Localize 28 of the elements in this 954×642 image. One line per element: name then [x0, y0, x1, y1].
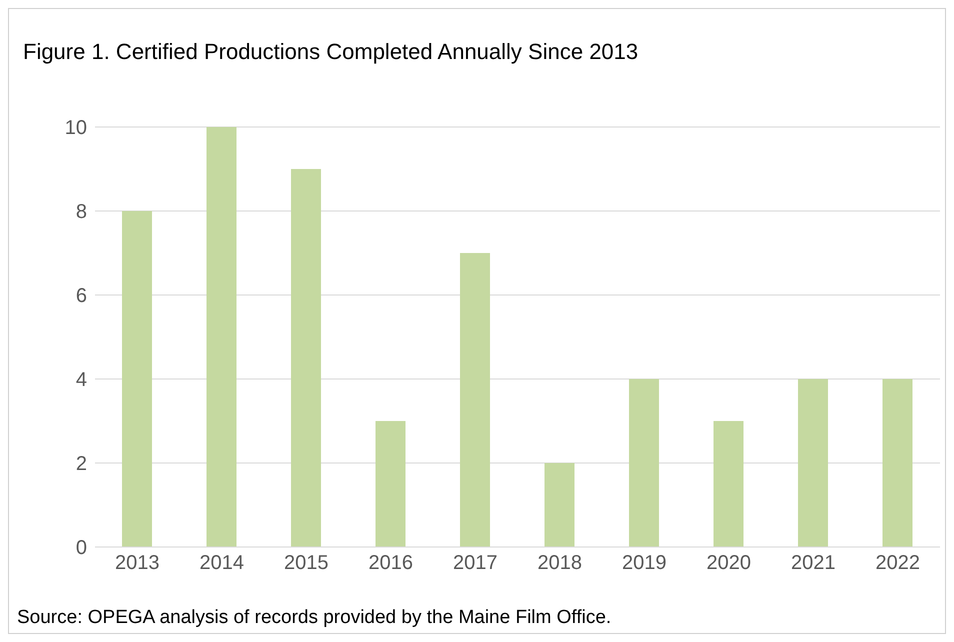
bar [629, 379, 659, 547]
x-tick-label: 2022 [876, 552, 920, 574]
y-tick-label: 0 [76, 537, 87, 560]
bar [544, 463, 574, 547]
x-tick-label: 2020 [706, 552, 751, 574]
y-tick-label: 4 [76, 369, 87, 392]
x-tick-label: 2021 [791, 552, 836, 574]
bar [882, 379, 912, 547]
x-tick-label: 2013 [115, 552, 160, 574]
chart-title: Figure 1. Certified Productions Completed Annually Since 2013 [23, 39, 638, 65]
x-tick-label: 2017 [453, 552, 498, 574]
bar [122, 211, 152, 547]
bar [460, 253, 490, 547]
x-tick-label: 2014 [200, 552, 244, 574]
y-tick-label: 8 [76, 201, 87, 224]
source-note: Source: OPEGA analysis of records provided by the Maine Film Office. [17, 607, 612, 629]
x-tick-label: 2016 [368, 552, 413, 574]
x-tick-label: 2019 [622, 552, 666, 574]
bar [376, 421, 406, 547]
bar [291, 169, 321, 547]
bar [714, 421, 744, 547]
y-tick-label: 10 [64, 117, 87, 140]
bar [798, 379, 828, 547]
x-tick-label: 2018 [538, 552, 582, 574]
bar [206, 127, 236, 547]
y-tick-label: 6 [76, 285, 87, 308]
x-tick-label: 2015 [284, 552, 328, 574]
y-tick-label: 2 [76, 453, 87, 476]
